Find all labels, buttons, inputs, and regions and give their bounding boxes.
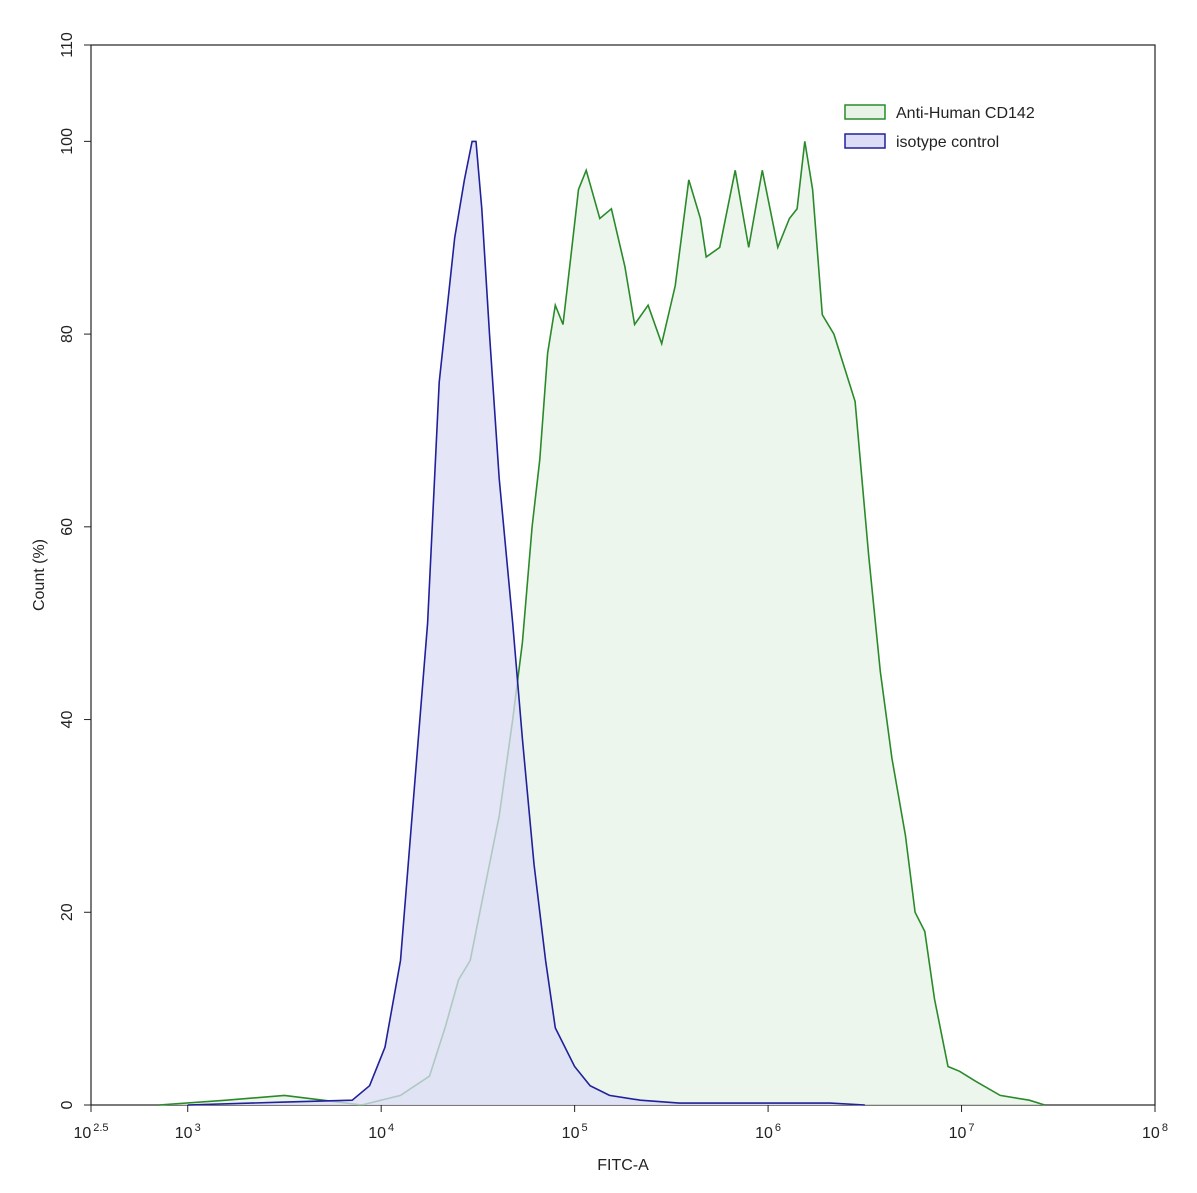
x-axis-label: FITC-A: [597, 1157, 649, 1174]
x-tick-base: 10: [562, 1125, 580, 1142]
x-tick-label: 10 7: [949, 1122, 975, 1142]
legend-label: Anti-Human CD142: [896, 105, 1035, 122]
x-tick-exp: 7: [968, 1122, 974, 1134]
x-tick-label: 10 3: [175, 1122, 201, 1142]
series-line: [187, 140, 865, 1106]
x-tick-base: 10: [368, 1125, 386, 1142]
legend-label: isotype control: [896, 134, 999, 151]
x-tick-base: 10: [1142, 1125, 1160, 1142]
y-tick-label: 20: [59, 903, 76, 921]
x-tick-exp: 8: [1162, 1122, 1168, 1134]
x-tick-label: 10 8: [1142, 1122, 1168, 1142]
x-tick-exp: 3: [195, 1122, 201, 1134]
area-fill: [158, 141, 1045, 1105]
x-tick-label: 10 5: [562, 1122, 588, 1142]
x-tick-label: 10 6: [755, 1122, 781, 1142]
x-tick-label: 10 2.5: [73, 1122, 108, 1142]
y-tick-label: 60: [59, 518, 76, 536]
y-tick-label: 80: [59, 325, 76, 343]
x-tick-base: 10: [755, 1125, 773, 1142]
x-tick-exp: 2.5: [93, 1122, 108, 1134]
y-tick-label: 110: [59, 32, 76, 58]
x-tick-base: 10: [175, 1125, 193, 1142]
x-tick-exp: 6: [775, 1122, 781, 1134]
x-tick-base: 10: [73, 1125, 91, 1142]
legend-swatch: [844, 133, 886, 149]
x-tick-base: 10: [949, 1125, 967, 1142]
legend-swatch: [844, 104, 886, 120]
y-axis-label: Count (%): [31, 539, 48, 611]
y-tick-label: 40: [59, 711, 76, 729]
x-tick-exp: 5: [581, 1122, 587, 1134]
y-tick-label: 100: [59, 128, 76, 155]
y-tick-label: 0: [59, 1100, 76, 1109]
area-fill: [187, 141, 865, 1105]
x-tick-label: 10 4: [368, 1122, 394, 1142]
x-tick-exp: 4: [388, 1122, 394, 1134]
